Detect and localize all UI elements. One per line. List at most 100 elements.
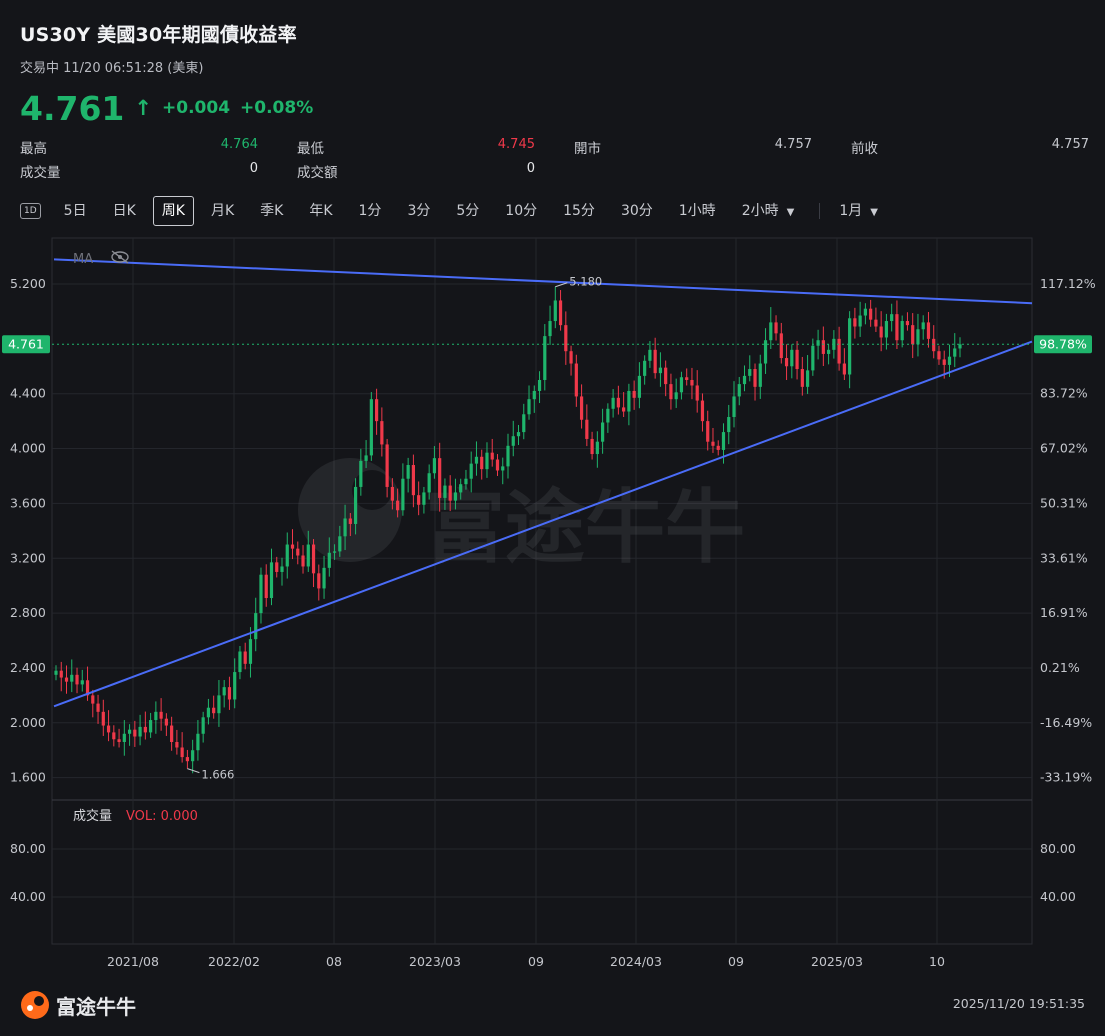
volume-label: 成交量 bbox=[73, 808, 112, 824]
candle-body bbox=[495, 459, 500, 471]
price-row: 4.761 ↑ +0.004 +0.08% bbox=[20, 86, 313, 130]
trading-status: 交易中 11/20 06:51:28 (美東) bbox=[20, 61, 204, 76]
ma-label: MA bbox=[73, 252, 93, 267]
candle-body bbox=[900, 321, 904, 341]
low-marker-label: 1.666 bbox=[201, 768, 234, 782]
tab-3min[interactable]: 3分 bbox=[407, 203, 431, 219]
candle-body bbox=[758, 363, 762, 387]
candle-body bbox=[127, 729, 132, 734]
candle-body bbox=[590, 438, 594, 455]
tab-15min[interactable]: 15分 bbox=[563, 203, 595, 219]
candle-body bbox=[853, 318, 857, 327]
eye-off-icon[interactable] bbox=[111, 250, 129, 264]
candle-body bbox=[275, 562, 279, 572]
trendlines bbox=[53, 258, 1033, 708]
candle-body bbox=[958, 344, 962, 349]
candle-body bbox=[54, 670, 58, 675]
candle-body bbox=[96, 703, 100, 712]
candle-body bbox=[427, 473, 431, 493]
candle-body bbox=[895, 314, 899, 341]
candle-body bbox=[784, 358, 789, 367]
stat-volume-label: 成交量 bbox=[20, 165, 61, 181]
candle-body bbox=[611, 397, 615, 409]
candle-body bbox=[800, 369, 804, 387]
candle-body bbox=[511, 436, 515, 446]
candle-body bbox=[285, 544, 289, 567]
candle-body bbox=[884, 321, 889, 338]
candle-body bbox=[375, 399, 379, 422]
tab-10min[interactable]: 10分 bbox=[505, 203, 538, 219]
candle-body bbox=[133, 729, 137, 737]
candle-body bbox=[70, 674, 74, 682]
tab-quarterly[interactable]: 季K bbox=[260, 203, 284, 219]
candle-body bbox=[448, 485, 452, 501]
tab-5d[interactable]: 5日 bbox=[63, 203, 87, 219]
current-pct-tag bbox=[1034, 335, 1092, 354]
tab-1month-dropdown[interactable]: 1月 ▼ bbox=[826, 197, 891, 225]
candle-body bbox=[91, 695, 95, 704]
last-price: 4.761 bbox=[20, 88, 125, 128]
candle-body bbox=[937, 351, 941, 360]
candle-body bbox=[290, 544, 295, 549]
tab-weekly[interactable]: 周K bbox=[152, 196, 194, 226]
candle-body bbox=[905, 321, 910, 326]
candle-body bbox=[401, 478, 405, 511]
candle-body bbox=[837, 338, 841, 364]
candle-body bbox=[637, 375, 641, 398]
candle-body bbox=[816, 340, 820, 346]
candle-body bbox=[648, 349, 652, 361]
stat-high-label: 最高 bbox=[20, 141, 47, 157]
candle-body bbox=[154, 711, 158, 721]
candle-body bbox=[579, 396, 584, 420]
pct-tick-label: 83.72% bbox=[1040, 386, 1088, 401]
y-tick-label: 4.000 bbox=[10, 441, 46, 456]
interval-icon[interactable]: 1D bbox=[20, 203, 41, 219]
tab-yearly[interactable]: 年K bbox=[309, 203, 333, 219]
stat-prev-close-label: 前收 bbox=[851, 141, 878, 157]
tab-30min[interactable]: 30分 bbox=[620, 203, 653, 219]
candle-body bbox=[327, 552, 331, 568]
tab-daily[interactable]: 日K bbox=[112, 203, 136, 219]
candle-body bbox=[574, 363, 578, 397]
candle-body bbox=[506, 445, 510, 467]
x-tick-label: 08 bbox=[326, 954, 342, 969]
candle-body bbox=[75, 674, 79, 685]
candle-body bbox=[227, 687, 232, 700]
tab-divider bbox=[819, 203, 821, 219]
candle-body bbox=[280, 566, 284, 572]
pct-tick-label: 33.61% bbox=[1040, 550, 1088, 565]
candle-body bbox=[942, 359, 946, 365]
candle-body bbox=[296, 548, 300, 556]
candle-body bbox=[322, 567, 326, 589]
candle-body bbox=[753, 369, 757, 387]
tab-2hour-dropdown[interactable]: 2小時 ▼ bbox=[729, 197, 808, 225]
candle-body bbox=[742, 375, 747, 385]
candle-body bbox=[212, 707, 216, 714]
candle-body bbox=[106, 725, 111, 733]
candle-body bbox=[217, 695, 221, 714]
candle-body bbox=[170, 725, 174, 742]
candle-body bbox=[848, 318, 852, 375]
candle-body bbox=[890, 314, 894, 322]
candle-body bbox=[359, 460, 363, 487]
stat-turnover-label: 成交額 bbox=[297, 165, 338, 181]
candle-body bbox=[921, 322, 925, 330]
tab-monthly[interactable]: 月K bbox=[210, 203, 235, 219]
tab-1min[interactable]: 1分 bbox=[358, 203, 382, 219]
support-trendline bbox=[53, 340, 1033, 708]
candle-body bbox=[80, 680, 84, 685]
candle-body bbox=[143, 726, 147, 733]
candle-body bbox=[364, 455, 368, 461]
tab-5min[interactable]: 5分 bbox=[456, 203, 480, 219]
candle-body bbox=[527, 399, 531, 415]
candle-body bbox=[332, 551, 337, 553]
candle-body bbox=[774, 322, 778, 334]
tab-1hour[interactable]: 1小時 bbox=[678, 203, 716, 219]
candle-body bbox=[532, 390, 536, 400]
caret-down-icon: ▼ bbox=[870, 207, 878, 218]
x-tick-label: 09 bbox=[528, 954, 544, 969]
stat-low-value: 4.745 bbox=[497, 137, 535, 152]
candle-body bbox=[674, 392, 678, 400]
candle-body bbox=[879, 326, 883, 338]
